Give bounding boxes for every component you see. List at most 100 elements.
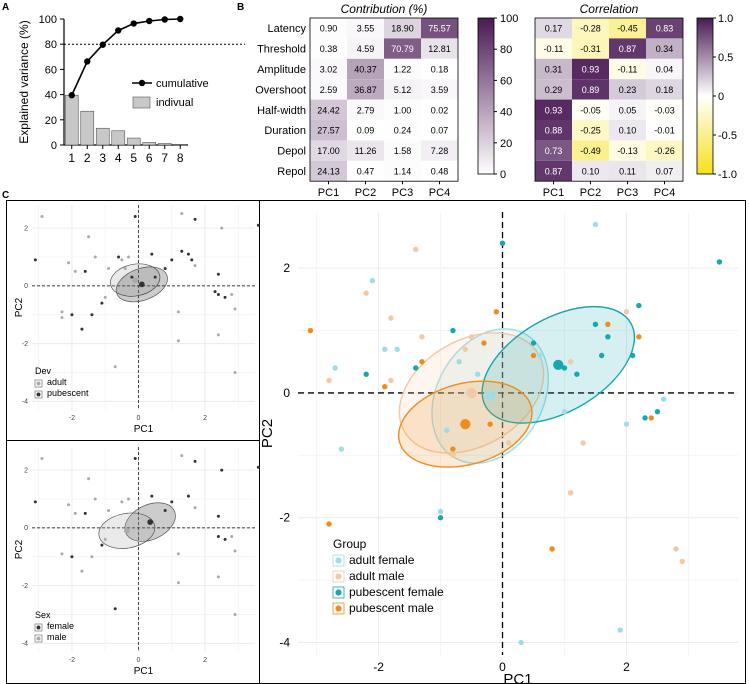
cell-value: 11.26: [355, 146, 377, 156]
y-tick-label: 80: [45, 39, 57, 51]
cell-value: 0.11: [619, 167, 636, 177]
data-point: [83, 269, 87, 273]
y-tick-label: 0: [51, 140, 57, 152]
data-point: [180, 212, 184, 216]
heat-cell: [421, 58, 458, 80]
heat-cell: [310, 120, 347, 141]
data-point: [83, 511, 87, 515]
cell-value: 36.87: [354, 85, 377, 95]
cumulative-point: [161, 16, 168, 23]
colorbar-label: 60: [500, 75, 512, 87]
cell-value: 0.24: [394, 126, 412, 136]
data-point: [530, 340, 537, 346]
heat-cell: [572, 58, 609, 80]
heat-cell: [384, 160, 421, 182]
heat-cell: [609, 120, 646, 141]
x-tick-label: 7: [161, 151, 168, 165]
heat-cell: [384, 120, 421, 141]
data-point: [388, 315, 394, 321]
contribution-colorbar: 100 80 60 40 20 0: [477, 13, 518, 181]
data-point: [193, 217, 197, 221]
y-tick-label: -4: [279, 636, 290, 650]
centroid-point: [138, 281, 145, 288]
bar-individual: [126, 137, 141, 146]
bar-individual: [95, 127, 110, 146]
heat-cell: [572, 120, 609, 141]
data-point: [598, 352, 605, 359]
data-point: [506, 440, 512, 446]
colorbar-label: -0.5: [718, 130, 737, 142]
legend-dot: [335, 605, 342, 612]
data-point: [561, 365, 568, 371]
cumulative-point: [68, 92, 75, 99]
x-tick-label: 8: [177, 151, 184, 165]
col-label: PC1: [543, 187, 564, 199]
heat-cell: [609, 160, 646, 182]
data-point: [220, 468, 224, 472]
data-point: [176, 581, 180, 585]
scatter-C-group: -2 0 2 2 0 -2 -4 PC1 PC2 Group adult female adult m…: [259, 212, 738, 684]
data-point: [444, 427, 450, 434]
data-point: [338, 446, 345, 452]
x-axis-label: PC1: [134, 424, 154, 435]
cumulative-point: [115, 27, 122, 34]
data-point: [223, 295, 227, 299]
heat-cell: [609, 58, 646, 80]
data-point: [394, 346, 400, 352]
col-label: PC3: [617, 187, 638, 199]
data-point: [87, 477, 91, 481]
x-axis-label: PC1: [503, 671, 532, 684]
data-point: [100, 543, 104, 547]
data-point: [113, 607, 117, 611]
colorbar-label: 20: [500, 138, 512, 150]
data-point: [326, 377, 332, 384]
data-point: [176, 310, 180, 314]
x-tick-label: 3: [99, 151, 106, 165]
cell-value: -0.03: [654, 105, 675, 115]
legend-dot: [36, 392, 41, 397]
cell-value: 0.02: [431, 105, 449, 115]
data-point: [127, 255, 131, 259]
cumulative-point: [84, 58, 91, 65]
row-label: Overshoot: [255, 84, 306, 96]
heat-cell: [310, 140, 347, 161]
cell-value: 0.31: [545, 65, 563, 75]
centroid-point: [132, 277, 139, 283]
y-axis-label: PC2: [14, 297, 25, 317]
data-point: [233, 370, 237, 374]
data-point: [33, 258, 37, 262]
y-axis-label: PC2: [259, 419, 276, 448]
heat-cell: [535, 120, 572, 141]
legend-label-adult-female: adult female: [349, 553, 415, 567]
heat-cell: [535, 99, 572, 120]
data-point: [73, 269, 77, 273]
y-tick-label: -2: [279, 511, 290, 525]
legend-label-pubescent: pubescent: [47, 388, 89, 398]
legend-dot: [335, 557, 342, 564]
x-tick-label: 2: [203, 657, 207, 664]
data-point: [163, 509, 167, 513]
data-point: [592, 221, 599, 228]
y-tick-label: 0: [24, 283, 28, 290]
legend-bar-sample: [132, 96, 151, 109]
cell-value: 0.47: [357, 167, 375, 177]
panel-c-dev-frame: [6, 200, 260, 441]
legend-label-adult-male: adult male: [349, 569, 405, 583]
cell-value: 0.38: [320, 44, 338, 54]
data-point: [216, 535, 220, 539]
correlation-colorbar: 1.0 0.5 0 -0.5 -1.0: [696, 13, 737, 181]
data-point: [660, 396, 667, 402]
col-label: PC2: [580, 187, 601, 199]
cell-value: 2.59: [320, 85, 338, 95]
data-point: [679, 558, 685, 565]
data-point: [363, 290, 369, 296]
y-tick-label: 40: [45, 90, 57, 102]
colorbar-label: 40: [500, 107, 512, 119]
data-point: [216, 514, 220, 518]
cell-value: 0.04: [656, 65, 674, 75]
colorbar-label: 100: [500, 13, 518, 25]
y-tick-label: 2: [24, 467, 28, 474]
heat-cell: [535, 58, 572, 80]
cell-value: 0.87: [619, 44, 637, 54]
